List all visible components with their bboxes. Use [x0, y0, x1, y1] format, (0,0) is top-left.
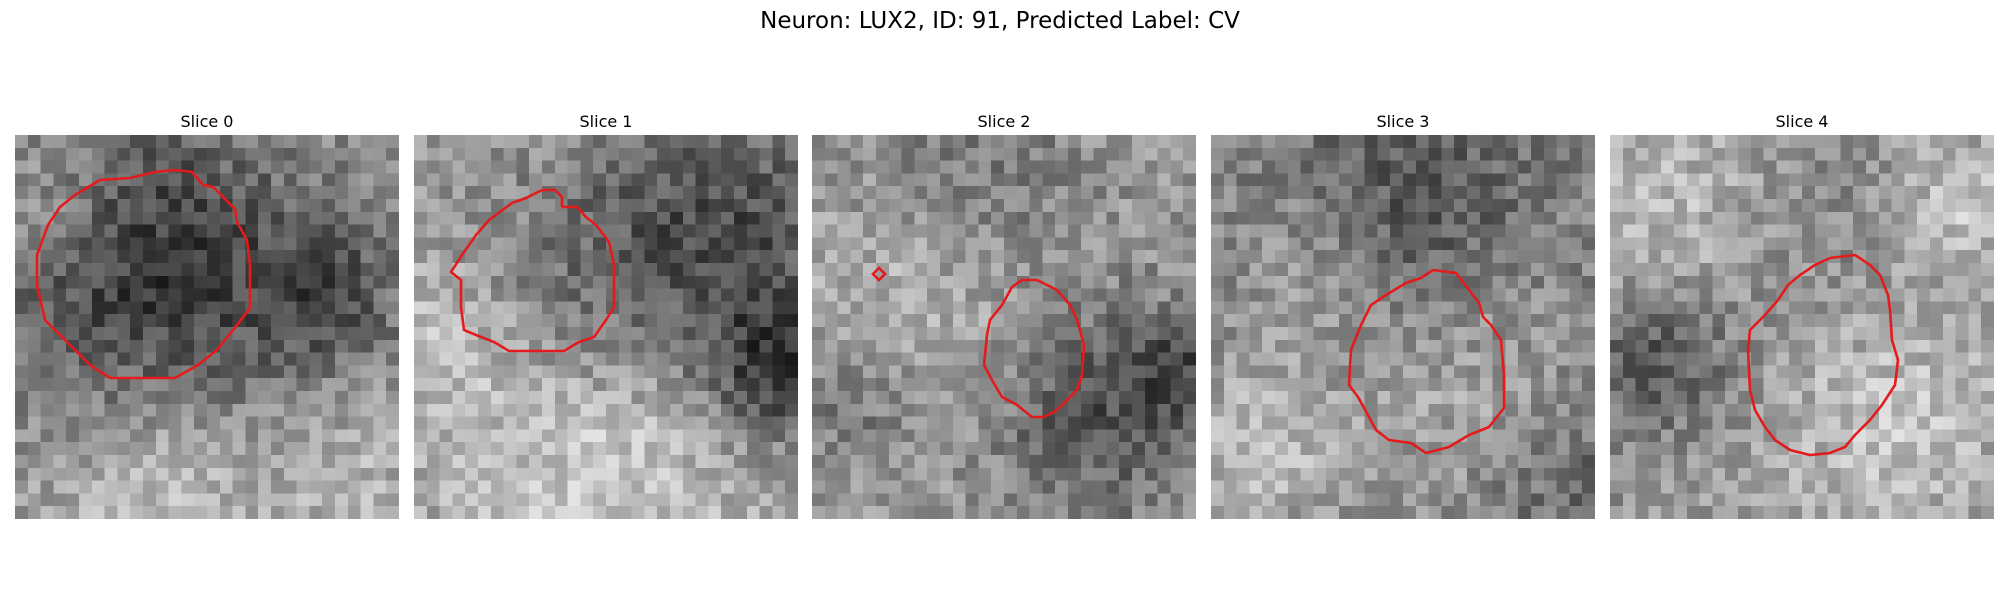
slice-title-3: Slice 3: [1376, 112, 1430, 131]
roi-contour-layer: [35, 168, 252, 380]
slice-grayscale-image: [812, 135, 1196, 519]
roi-contour: [35, 168, 252, 380]
slice-title-1: Slice 1: [579, 112, 633, 131]
slice-panel-1: Slice 1: [414, 110, 798, 519]
slice-image-1: [414, 135, 798, 519]
slice-panel-0: Slice 0: [15, 110, 399, 519]
slice-title-0: Slice 0: [180, 112, 234, 131]
roi-contour-layer: [871, 266, 1086, 419]
slice-image-2: [812, 135, 1196, 519]
figure-title: Neuron: LUX2, ID: 91, Predicted Label: C…: [760, 8, 1240, 34]
slice-panel-2: Slice 2: [812, 110, 1196, 519]
slice-grayscale-image: [1610, 135, 1994, 519]
roi-contour-layer: [1347, 268, 1506, 455]
slice-grayscale-image: [15, 135, 399, 519]
roi-contour: [982, 278, 1086, 419]
slice-image-0: [15, 135, 399, 519]
roi-contour-layer: [449, 188, 616, 353]
roi-contour: [449, 188, 616, 353]
roi-contour-layer: [1746, 253, 1900, 457]
slice-image-3: [1211, 135, 1595, 519]
roi-contour: [871, 266, 887, 282]
slice-panel-3: Slice 3: [1211, 110, 1595, 519]
roi-contour: [1746, 253, 1900, 457]
slice-panel-4: Slice 4: [1610, 110, 1994, 519]
slice-grayscale-image: [1211, 135, 1595, 519]
slice-title-2: Slice 2: [977, 112, 1031, 131]
slice-title-4: Slice 4: [1775, 112, 1829, 131]
slice-grayscale-image: [414, 135, 798, 519]
roi-contour: [1347, 268, 1506, 455]
slice-image-4: [1610, 135, 1994, 519]
